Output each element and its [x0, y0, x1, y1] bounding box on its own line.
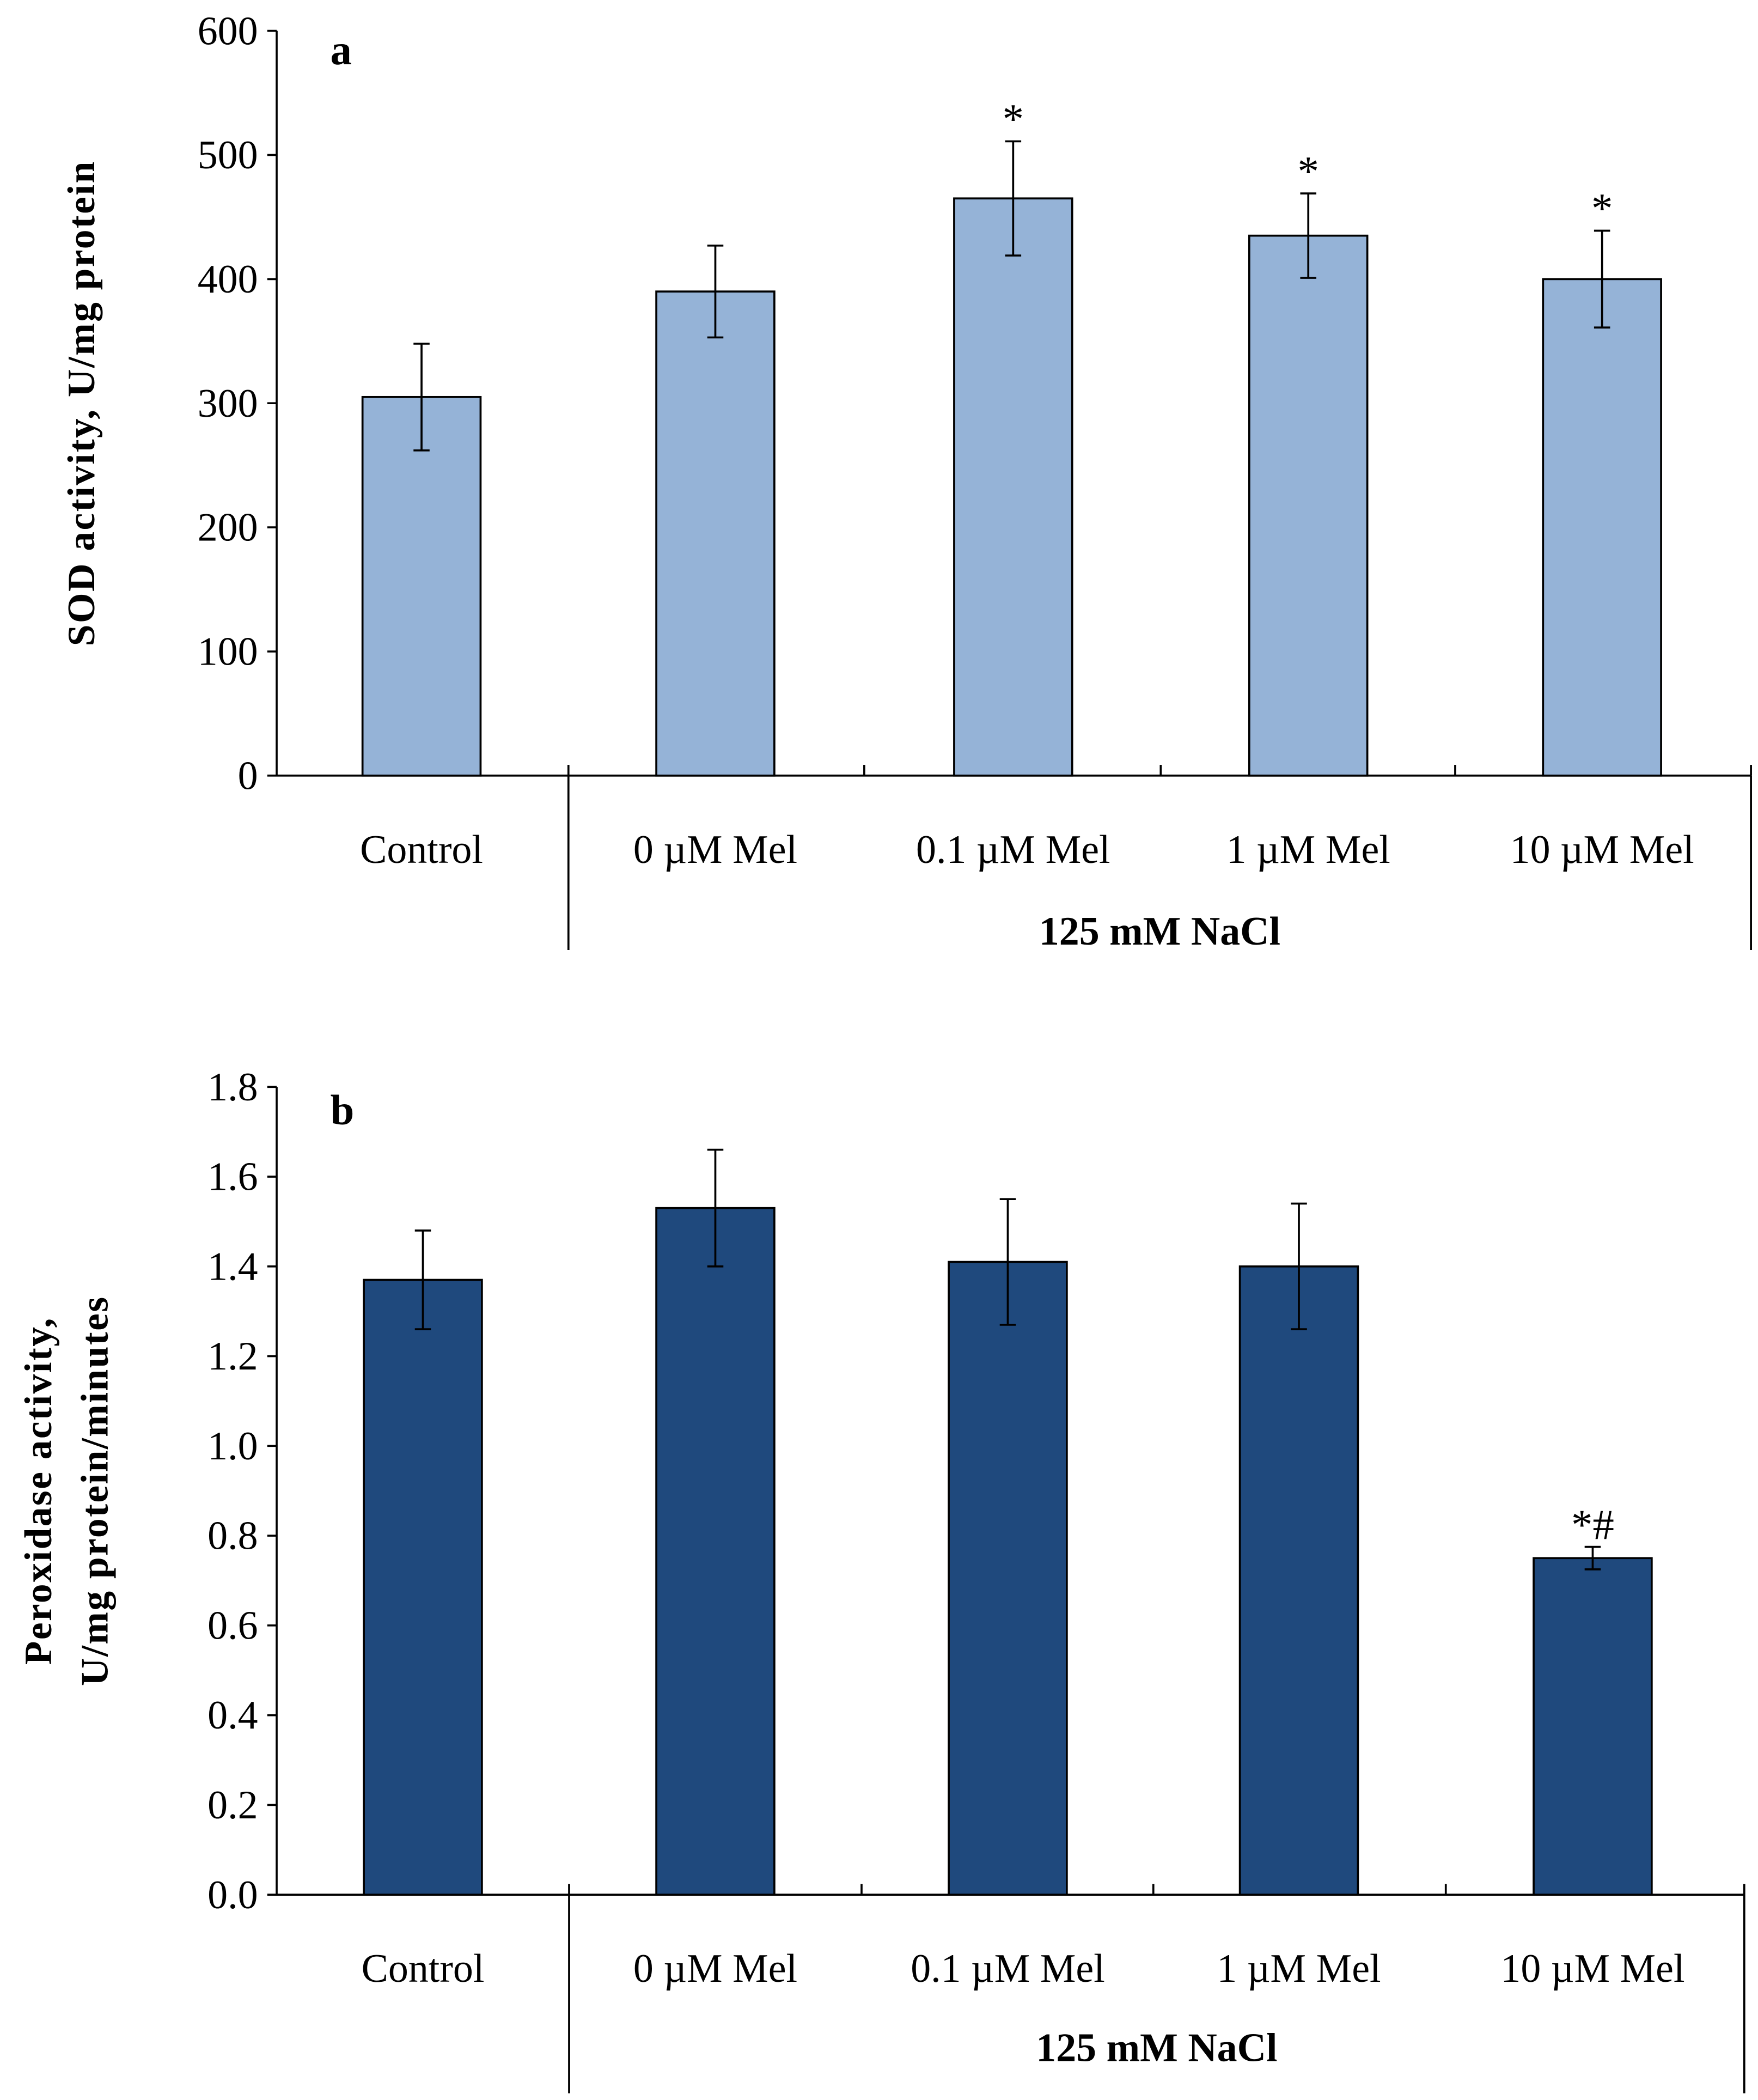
panel-a-category-label: 1 µM Mel [1226, 827, 1390, 872]
panel-b-bar [1238, 1265, 1359, 1896]
panel-b-category-label: 0 µM Mel [633, 1946, 797, 1991]
panel-b-panel-letter: b [331, 1087, 355, 1134]
panel-b-y-tick-label: 0.4 [207, 1693, 258, 1737]
panel-b-bar [1533, 1557, 1653, 1896]
panel-b-y-axis-label: U/mg protein/minutes [74, 1295, 117, 1686]
panel-b-bar [363, 1279, 483, 1896]
panel-a-category-label: 10 µM Mel [1510, 827, 1694, 872]
panel-a-panel-letter: a [331, 27, 352, 74]
panel-a-bar [1248, 234, 1369, 777]
panel-a-category-label: 0 µM Mel [633, 827, 797, 872]
panel-b-y-axis-label: Peroxidase activity, [17, 1317, 60, 1665]
panel-b-y-tick-label: 1.6 [207, 1154, 258, 1199]
panel-b-bar [948, 1261, 1068, 1896]
panel-b-category-label: 0.1 µM Mel [911, 1946, 1105, 1991]
panel-b-y-tick-label: 1.2 [207, 1334, 258, 1378]
panel-a-y-axis-label: SOD activity, U/mg protein [60, 160, 103, 646]
panel-a-bar [1542, 278, 1662, 777]
panel-b-y-tick-label: 1.0 [207, 1423, 258, 1468]
panel-b-y-tick-label: 0.6 [207, 1603, 258, 1647]
panel-a-bar [655, 290, 776, 777]
panel-a-y-tick-label: 600 [198, 8, 258, 53]
panel-b-y-tick-label: 0.0 [207, 1872, 258, 1917]
panel-b-y-tick-label: 0.2 [207, 1782, 258, 1827]
panel-a-significance-label: * [1298, 148, 1319, 195]
panel-b-group-label: 125 mM NaCl [1036, 2025, 1277, 2070]
panel-a-significance-label: * [1003, 96, 1024, 143]
panel-b-category-label: Control [362, 1946, 485, 1991]
panel-a-y-tick-label: 300 [198, 381, 258, 425]
panel-a-category-label: 0.1 µM Mel [916, 827, 1110, 872]
panel-a-y-tick-label: 200 [198, 505, 258, 550]
panel-b-y-tick-label: 1.4 [207, 1244, 258, 1288]
panel-a-y-tick-label: 400 [198, 257, 258, 301]
panel-b-significance-label: *# [1571, 1501, 1614, 1549]
panel-b-category-label: 10 µM Mel [1500, 1946, 1684, 1991]
panel-b-y-tick-label: 0.8 [207, 1513, 258, 1558]
panel-b-y-tick-label: 1.8 [207, 1064, 258, 1109]
panel-a-y-tick-label: 100 [198, 629, 258, 674]
panel-a-category-label: Control [360, 827, 483, 872]
panel-a-y-tick-label: 0 [238, 753, 258, 798]
panel-a-bar [361, 395, 482, 777]
panel-a-bar [953, 197, 1073, 777]
panel-a-significance-label: * [1591, 185, 1613, 233]
panel-b-bar [655, 1207, 776, 1896]
panel-a-group-label: 125 mM NaCl [1039, 909, 1280, 953]
panel-a-y-tick-label: 500 [198, 132, 258, 177]
panel-b-category-label: 1 µM Mel [1217, 1946, 1381, 1991]
